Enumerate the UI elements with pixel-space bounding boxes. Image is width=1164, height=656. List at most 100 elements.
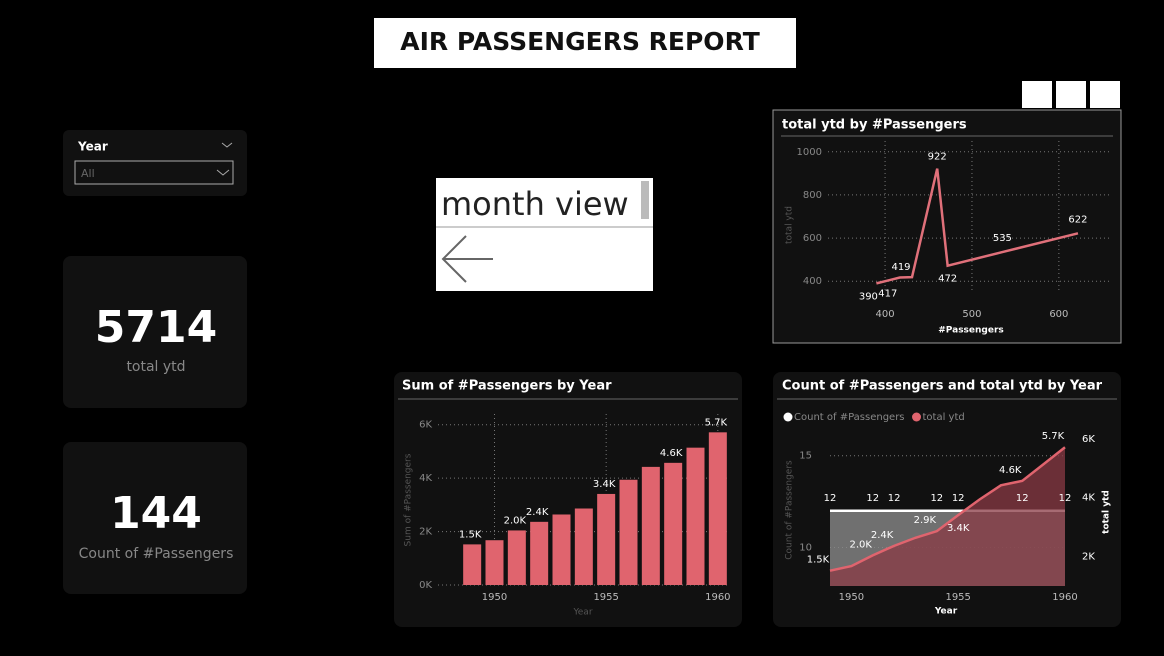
bar xyxy=(574,508,593,585)
line xyxy=(829,446,1066,572)
bar xyxy=(463,544,482,585)
data-label: 3.4K xyxy=(593,479,616,490)
y-axis-title: Count of #Passengers xyxy=(785,460,795,560)
bar xyxy=(530,521,549,585)
report-title: AIR PASSENGERS REPORT xyxy=(400,27,760,56)
chart-panel xyxy=(772,109,1122,344)
bar xyxy=(664,462,683,585)
scrollbar xyxy=(641,181,649,219)
card-label: Count of #Passengers xyxy=(79,546,234,562)
y-tick-label: 10 xyxy=(799,542,812,553)
y-tick-label: 1000 xyxy=(797,147,822,158)
card xyxy=(63,442,247,594)
bar xyxy=(708,432,727,585)
month-view-button[interactable] xyxy=(436,178,653,291)
bar xyxy=(641,466,660,585)
slicer-label: Year xyxy=(77,140,108,154)
y2-axis-title: total ytd xyxy=(1102,490,1112,534)
bar xyxy=(507,530,526,585)
title-box xyxy=(374,18,796,68)
bar xyxy=(686,447,705,585)
data-label: 922 xyxy=(928,152,947,163)
chevron xyxy=(221,142,233,148)
data-label: 2.0K xyxy=(504,515,527,526)
card-value: 144 xyxy=(110,488,202,539)
data-label: 4.6K xyxy=(999,465,1022,476)
y-tick-label: 2K xyxy=(419,527,432,538)
x-tick-label: 1950 xyxy=(482,592,507,603)
line xyxy=(876,168,1079,285)
data-label: 3.4K xyxy=(947,523,970,534)
data-label: 2.4K xyxy=(526,507,549,518)
slicer-panel xyxy=(63,130,247,196)
legend-marker xyxy=(912,412,922,422)
button-label: month view xyxy=(441,185,629,223)
x-axis-title: Year xyxy=(572,608,592,618)
bar xyxy=(552,514,571,585)
x-axis-title: #Passengers xyxy=(938,326,1004,336)
legend-label: Count of #Passengers xyxy=(794,412,905,423)
bar xyxy=(485,540,504,585)
chart-title: Count of #Passengers and total ytd by Ye… xyxy=(782,379,1103,394)
data-label: 2.4K xyxy=(871,530,894,541)
data-label: 535 xyxy=(993,233,1012,244)
y-tick-label: 400 xyxy=(803,276,822,287)
card-label: total ytd xyxy=(126,359,185,375)
bar xyxy=(619,479,638,585)
data-label: 1.5K xyxy=(807,555,830,566)
y-axis-title: Sum of #Passengers xyxy=(404,453,414,546)
data-label: 472 xyxy=(938,274,957,285)
data-label: 12 xyxy=(866,493,879,504)
data-label: 12 xyxy=(930,493,943,504)
data-label: 12 xyxy=(824,493,837,504)
slicer-dropdown[interactable] xyxy=(74,160,234,185)
y2-tick-label: 2K xyxy=(1082,552,1095,563)
slicer-value: All xyxy=(81,167,95,180)
card-value: 5714 xyxy=(95,302,217,353)
y-tick-label: 0K xyxy=(419,580,432,591)
y-tick-label: 6K xyxy=(419,420,432,431)
y-tick-label: 15 xyxy=(799,451,812,462)
y-tick-label: 600 xyxy=(803,233,822,244)
chevron xyxy=(216,169,230,176)
bar xyxy=(597,493,616,585)
y-axis-title: total ytd xyxy=(785,206,795,244)
nav-button[interactable] xyxy=(1090,81,1120,108)
legend-marker xyxy=(783,412,793,422)
x-tick-label: 1950 xyxy=(839,592,864,603)
back-arrow[interactable] xyxy=(441,235,493,283)
data-label: 12 xyxy=(888,493,901,504)
y2-tick-label: 4K xyxy=(1082,493,1095,504)
data-label: 419 xyxy=(891,262,910,273)
x-tick-label: 1960 xyxy=(705,592,730,603)
x-tick-label: 1955 xyxy=(945,592,970,603)
card xyxy=(63,256,247,408)
data-label: 12 xyxy=(1059,493,1072,504)
nav-button[interactable] xyxy=(1022,81,1052,108)
x-tick-label: 500 xyxy=(962,309,981,320)
data-label: 2.9K xyxy=(914,515,937,526)
data-label: 12 xyxy=(1016,493,1029,504)
data-label: 2.0K xyxy=(849,539,872,550)
data-label: 622 xyxy=(1068,214,1087,225)
nav-button[interactable] xyxy=(1056,81,1086,108)
x-tick-label: 600 xyxy=(1049,309,1068,320)
x-axis-title: Year xyxy=(934,607,958,617)
chart-title: Sum of #Passengers by Year xyxy=(402,379,612,394)
x-tick-label: 1960 xyxy=(1052,592,1077,603)
data-label: 1.5K xyxy=(459,529,482,540)
legend-label: total ytd xyxy=(923,412,965,423)
data-label: 5.7K xyxy=(1042,431,1065,442)
x-tick-label: 400 xyxy=(876,309,895,320)
chart-title: total ytd by #Passengers xyxy=(782,118,967,133)
x-tick-label: 1955 xyxy=(593,592,618,603)
data-label: 417 xyxy=(878,289,897,300)
data-label: 12 xyxy=(952,493,965,504)
y-tick-label: 800 xyxy=(803,190,822,201)
data-label: 4.6K xyxy=(660,448,683,459)
y-tick-label: 4K xyxy=(419,473,432,484)
area xyxy=(830,447,1065,586)
data-label: 5.7K xyxy=(705,417,728,428)
y2-tick-label: 6K xyxy=(1082,434,1095,445)
